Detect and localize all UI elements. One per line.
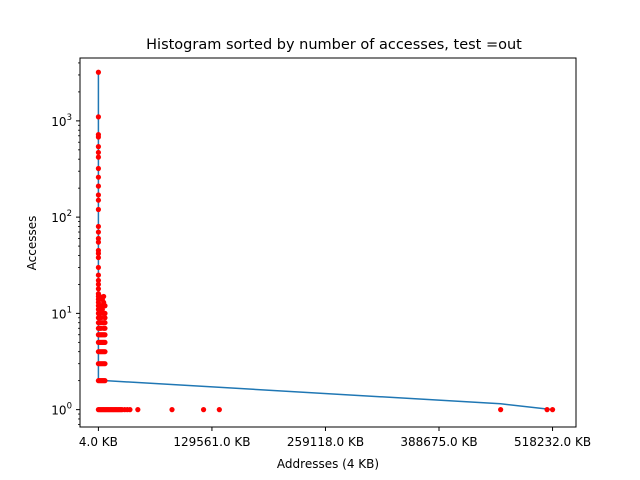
scatter-point: [95, 277, 102, 284]
scatter-point: [102, 303, 108, 309]
scatter-point: [95, 144, 102, 150]
scatter-point: [95, 197, 102, 203]
scatter-point: [101, 293, 107, 300]
scatter-point: [102, 339, 108, 345]
y-tick-label: 102: [51, 209, 72, 225]
scatter-point: [95, 174, 102, 180]
x-tick-label: 129561.0 KB: [173, 435, 250, 449]
scatter-point: [216, 407, 222, 413]
scatter-point: [549, 407, 556, 413]
scatter-point: [95, 183, 102, 189]
scatter-point: [95, 254, 102, 261]
scatter-point: [95, 250, 102, 256]
scatter-point: [95, 239, 102, 245]
scatter-point: [200, 407, 207, 413]
y-tick-label: 103: [51, 113, 72, 129]
scatter-point: [95, 69, 102, 75]
scatter-point: [102, 378, 108, 384]
scatter-point: [169, 407, 175, 413]
scatter-point: [97, 310, 103, 316]
scatter-point: [102, 349, 108, 355]
scatter-point: [498, 407, 504, 413]
scatter-point: [95, 134, 102, 140]
scatter-point: [135, 407, 141, 413]
x-tick-label: 388675.0 KB: [400, 435, 477, 449]
scatter-point: [102, 332, 108, 338]
x-tick-label: 518232.0 KB: [514, 435, 591, 449]
scatter-point: [95, 165, 102, 172]
scatter-point: [127, 407, 133, 413]
scatter-point: [102, 315, 108, 321]
series-line: [97, 72, 553, 411]
scatter-point: [102, 310, 108, 316]
plot-area-frame: [79, 57, 577, 428]
y-axis-label: Accesses: [25, 216, 39, 271]
x-tick-label: 4.0 KB: [79, 435, 118, 449]
scatter-point: [102, 361, 108, 367]
x-tick-label: 259118.0 KB: [287, 435, 364, 449]
scatter-point: [95, 286, 102, 292]
scatter-point: [95, 154, 102, 160]
scatter-point: [102, 320, 108, 326]
x-axis-label: Addresses (4 KB): [277, 457, 379, 471]
y-tick-label: 101: [51, 305, 72, 321]
scatter-point: [95, 229, 102, 235]
scatter-point: [98, 315, 104, 321]
scatter-point: [95, 114, 102, 120]
scatter-point: [95, 206, 102, 213]
scatter-point: [95, 235, 102, 242]
scatter-point: [95, 223, 102, 230]
scatter-point: [95, 272, 102, 278]
scatter-point: [544, 407, 550, 413]
scatter-point: [95, 281, 102, 287]
scatter-point: [95, 264, 102, 271]
scatter-point: [102, 325, 108, 331]
scatter-point: [95, 149, 102, 156]
scatter-point: [95, 192, 102, 198]
chart-title: Histogram sorted by number of accesses, …: [146, 37, 522, 53]
scatter-point: [99, 306, 105, 312]
y-tick-label: 100: [51, 402, 72, 418]
